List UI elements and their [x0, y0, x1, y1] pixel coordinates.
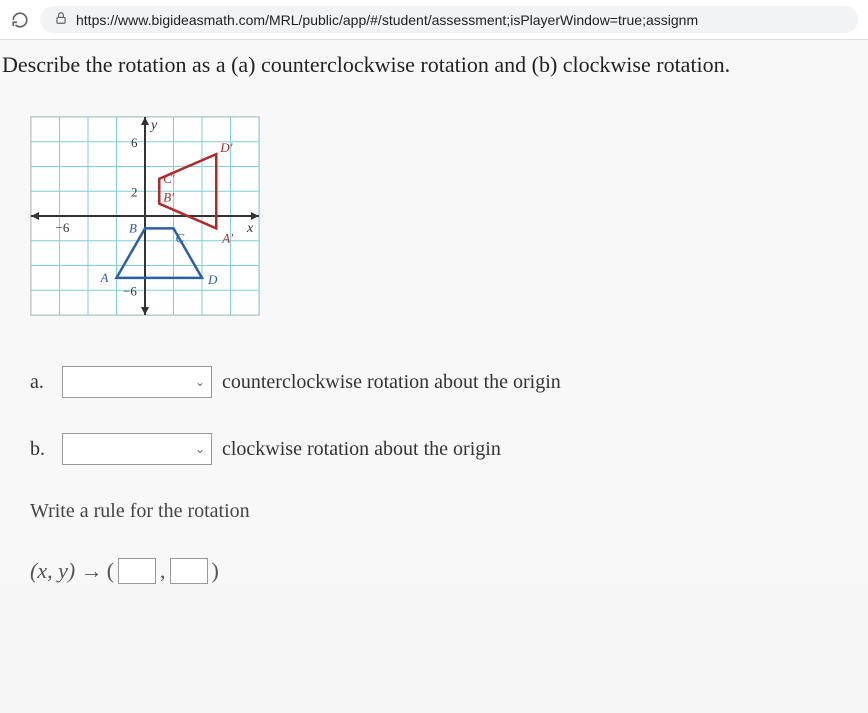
- browser-address-bar: https://www.bigideasmath.com/MRL/public/…: [0, 0, 868, 40]
- answer-section: a. ⌄ counterclockwise rotation about the…: [30, 366, 868, 465]
- dropdown-b[interactable]: ⌄: [62, 433, 212, 465]
- url-bar[interactable]: https://www.bigideasmath.com/MRL/public/…: [40, 6, 858, 33]
- dropdown-a[interactable]: ⌄: [62, 366, 212, 398]
- assessment-content: Describe the rotation as a (a) countercl…: [0, 40, 868, 584]
- answer-label-a: a.: [30, 371, 52, 394]
- svg-text:B': B': [163, 190, 174, 205]
- svg-text:−6: −6: [56, 220, 70, 235]
- chevron-down-icon: ⌄: [195, 375, 205, 389]
- svg-text:D': D': [219, 140, 232, 155]
- svg-text:y: y: [149, 118, 158, 133]
- svg-text:D: D: [207, 272, 218, 287]
- answer-row-b: b. ⌄ clockwise rotation about the origin: [30, 433, 868, 465]
- comma: ,: [160, 558, 166, 584]
- chevron-down-icon: ⌄: [195, 442, 205, 456]
- url-text: https://www.bigideasmath.com/MRL/public/…: [76, 12, 698, 28]
- rule-input-x[interactable]: [118, 558, 156, 584]
- svg-text:x: x: [246, 221, 254, 236]
- svg-text:A: A: [100, 270, 109, 285]
- svg-text:6: 6: [131, 135, 138, 150]
- coordinate-graph: −6 6 2 −6 y x A B C D A' B' C' D': [30, 116, 260, 316]
- answer-text-b: clockwise rotation about the origin: [222, 438, 501, 461]
- svg-text:2: 2: [131, 184, 138, 199]
- svg-text:B: B: [129, 220, 137, 235]
- svg-text:C': C': [163, 171, 175, 186]
- answer-row-a: a. ⌄ counterclockwise rotation about the…: [30, 366, 868, 398]
- rule-input-y[interactable]: [170, 558, 208, 584]
- question-prompt: Describe the rotation as a (a) countercl…: [0, 48, 868, 96]
- reload-icon[interactable]: [10, 10, 30, 30]
- lock-icon: [54, 11, 68, 28]
- svg-text:−6: −6: [123, 283, 137, 298]
- svg-text:C: C: [176, 230, 185, 245]
- rule-equation: (x, y) → ( , ): [30, 558, 868, 584]
- close-paren: ): [212, 558, 219, 584]
- answer-label-b: b.: [30, 438, 52, 461]
- open-paren: (: [107, 558, 114, 584]
- rule-lhs: (x, y) →: [30, 558, 103, 584]
- rule-prompt: Write a rule for the rotation: [30, 500, 868, 523]
- answer-text-a: counterclockwise rotation about the orig…: [222, 371, 561, 394]
- svg-text:A': A': [221, 230, 233, 245]
